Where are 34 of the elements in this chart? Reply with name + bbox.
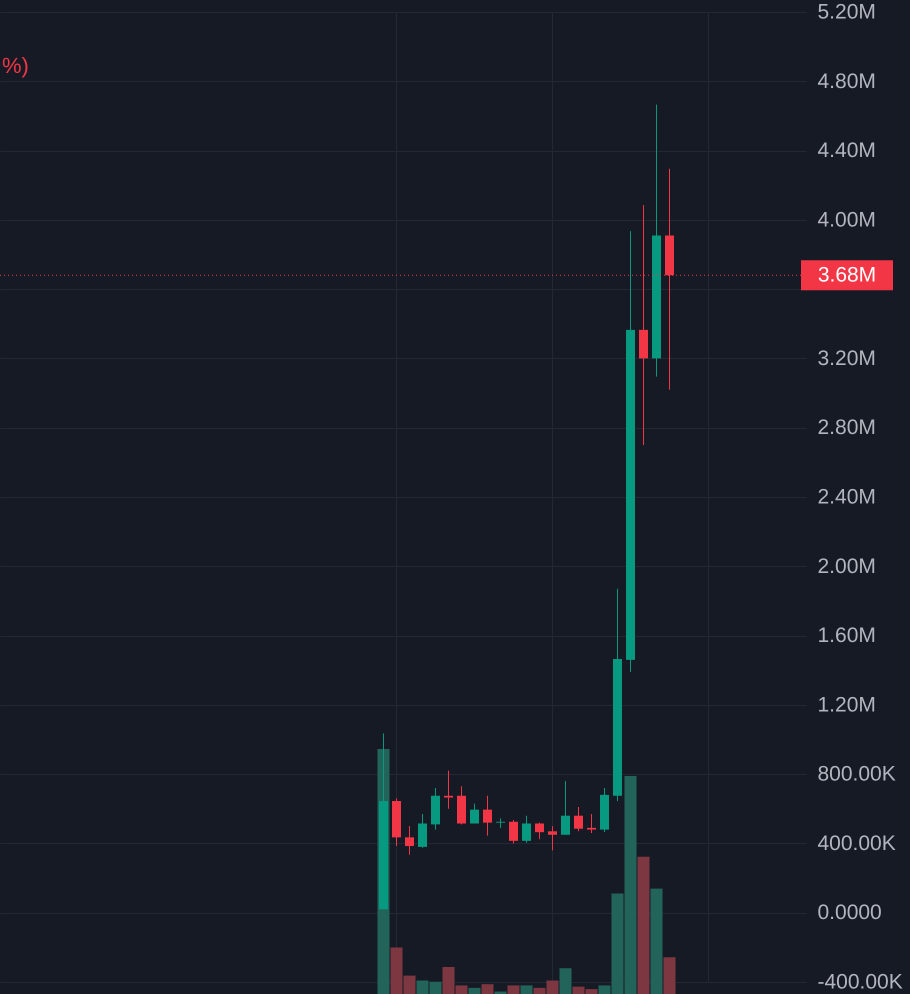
y-tick-label: 1.20M [818, 693, 876, 716]
candlestick [561, 780, 570, 836]
y-tick-label: 3.20M [818, 346, 876, 370]
candlestick [535, 822, 544, 840]
candlestick [470, 803, 479, 824]
y-tick-label: 400.00K [818, 832, 896, 855]
y-tick-label: 2.80M [818, 416, 876, 440]
bar [638, 856, 650, 994]
y-tick-label: 0.0000 [818, 901, 882, 924]
bar [664, 957, 676, 994]
y-tick-label: 4.00M [818, 208, 876, 232]
bar [482, 984, 494, 994]
candlestick [405, 826, 414, 856]
y-tick-label: -400.00K [818, 970, 903, 994]
y-tick-label: 2.00M [818, 554, 876, 578]
candlestick [509, 820, 518, 844]
y-tick-label: 2.40M [818, 486, 876, 508]
bar [468, 988, 480, 994]
bar [508, 985, 520, 994]
y-tick-label: 4.40M [818, 139, 876, 162]
annotation: %) [2, 53, 29, 78]
bar [520, 985, 532, 994]
y-tick-label: 800.00K [818, 762, 896, 786]
candlestick [483, 795, 492, 836]
candlestick [574, 806, 583, 832]
y-tick-label: 4.80M [818, 70, 876, 93]
candlestick [548, 826, 557, 851]
candlestick [522, 815, 531, 844]
candlestick [418, 813, 427, 848]
bar [560, 968, 572, 994]
y-tick-label: 1.60M [818, 624, 876, 648]
bar [650, 888, 662, 994]
y-tick-label: 5.20M [818, 0, 876, 24]
ref-line-label: 3.68M [818, 263, 876, 286]
